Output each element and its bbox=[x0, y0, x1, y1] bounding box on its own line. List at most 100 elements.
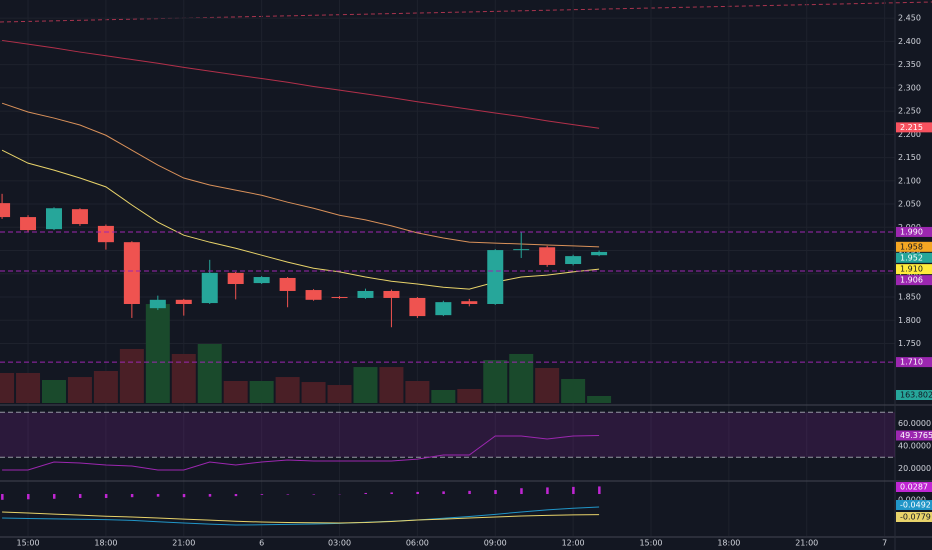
y-tick-label: 2.050 bbox=[898, 200, 921, 209]
y-tick-label: 2.350 bbox=[898, 60, 921, 69]
y-tick-label: 1.850 bbox=[898, 293, 921, 302]
moving-average bbox=[2, 39, 600, 129]
volume-bar bbox=[587, 395, 612, 403]
macd-histogram-bar bbox=[442, 491, 445, 495]
volume-bar bbox=[405, 380, 430, 403]
volume-bar bbox=[0, 372, 15, 403]
volume-bar bbox=[41, 380, 66, 403]
macd-histogram-bar bbox=[130, 494, 134, 498]
candle-body bbox=[20, 217, 37, 231]
price-tag bbox=[896, 226, 932, 237]
volume-bar bbox=[483, 360, 508, 403]
rsi-tag-label: 49.3765 bbox=[900, 431, 932, 440]
candle-body bbox=[357, 290, 374, 298]
macd-histogram-bar bbox=[312, 494, 316, 495]
price-tag-label: 1.710 bbox=[900, 358, 923, 367]
candle-body bbox=[45, 208, 62, 230]
volume-bar bbox=[301, 382, 326, 403]
x-tick-label: 09:00 bbox=[484, 539, 507, 548]
macd-histogram-bar bbox=[1, 494, 4, 500]
x-tick-label: 21:00 bbox=[172, 539, 195, 548]
macd-tag-label: -0.0492 bbox=[900, 501, 931, 510]
candle-body bbox=[331, 297, 348, 299]
macd-histogram-bar bbox=[546, 487, 549, 495]
candle-body bbox=[149, 299, 166, 309]
macd-tag bbox=[896, 512, 932, 522]
volume-bar bbox=[197, 343, 222, 403]
signal-line bbox=[2, 511, 600, 524]
volume-bar bbox=[535, 367, 560, 403]
y-tick-label: 2.150 bbox=[898, 153, 921, 162]
x-tick-label: 21:00 bbox=[795, 539, 818, 548]
price-tag bbox=[896, 241, 932, 252]
price-tag bbox=[896, 264, 932, 275]
volume-bar bbox=[93, 370, 118, 403]
candle-body bbox=[409, 297, 426, 317]
macd-histogram-bar bbox=[52, 494, 56, 499]
candle-body bbox=[97, 225, 114, 243]
macd-histogram-bar bbox=[104, 494, 108, 498]
candle-body bbox=[435, 302, 452, 316]
y-tick-label: 1.750 bbox=[898, 339, 921, 348]
macd-tag bbox=[896, 500, 932, 510]
x-tick-label: 06:00 bbox=[406, 539, 429, 548]
volume-bar bbox=[67, 377, 92, 403]
candle-body bbox=[591, 251, 608, 256]
rsi-line bbox=[2, 434, 600, 471]
macd-histogram-bar bbox=[260, 494, 264, 495]
volume-tag bbox=[896, 390, 932, 400]
macd-histogram-bar bbox=[468, 490, 471, 495]
macd-line bbox=[2, 506, 600, 526]
candle-body bbox=[0, 203, 11, 218]
candle-body bbox=[487, 250, 504, 304]
price-tag-label: 1.990 bbox=[900, 227, 923, 236]
candle-body bbox=[71, 209, 88, 225]
x-tick-label: 03:00 bbox=[328, 539, 351, 548]
x-tick-label: 6 bbox=[259, 539, 264, 548]
candle-body bbox=[123, 242, 140, 304]
volume-bar bbox=[327, 385, 352, 403]
volume-bar bbox=[431, 390, 456, 403]
volume-bar bbox=[457, 388, 482, 403]
x-tick-label: 7 bbox=[882, 539, 887, 548]
candle-body bbox=[539, 247, 556, 265]
macd-tag bbox=[896, 482, 932, 492]
macd-tag-label: -0.0779 bbox=[900, 513, 931, 522]
volume-bar bbox=[353, 367, 378, 403]
rsi-tick-label: 20.0000 bbox=[898, 464, 931, 473]
volume-bar bbox=[249, 380, 274, 403]
x-tick-label: 15:00 bbox=[17, 539, 40, 548]
candle-body bbox=[383, 290, 400, 298]
price-tag-label: 1.952 bbox=[900, 253, 923, 262]
volume-bar bbox=[379, 367, 404, 403]
macd-histogram-bar bbox=[520, 488, 523, 495]
price-tag bbox=[896, 122, 932, 133]
candle-body bbox=[461, 301, 478, 304]
rsi-band bbox=[0, 412, 895, 458]
price-tag-label: 1.958 bbox=[900, 242, 923, 251]
y-tick-label: 2.200 bbox=[898, 130, 921, 139]
candle-body bbox=[279, 277, 296, 291]
macd-histogram-bar bbox=[286, 494, 290, 495]
candle-body bbox=[565, 256, 582, 265]
macd-histogram-bar bbox=[390, 492, 393, 495]
volume-bar bbox=[509, 353, 534, 403]
y-tick-label: 2.450 bbox=[898, 14, 921, 23]
volume-bar bbox=[561, 378, 586, 403]
volume-bar bbox=[119, 348, 144, 403]
price-tag-label: 1.906 bbox=[900, 276, 923, 285]
candle-body bbox=[201, 272, 218, 304]
y-tick-label: 2.300 bbox=[898, 83, 921, 92]
x-tick-label: 15:00 bbox=[639, 539, 662, 548]
macd-histogram-bar bbox=[27, 494, 30, 500]
macd-histogram-bar bbox=[182, 494, 186, 498]
macd-histogram-bar bbox=[364, 492, 367, 495]
rsi-tick-label: 40.0000 bbox=[898, 442, 931, 451]
macd-histogram-bar bbox=[234, 494, 238, 497]
volume-bar bbox=[275, 377, 300, 403]
volume-bar bbox=[145, 304, 170, 403]
volume-bar bbox=[171, 353, 196, 403]
y-tick-label: 2.100 bbox=[898, 176, 921, 185]
y-tick-label: 2.400 bbox=[898, 37, 921, 46]
